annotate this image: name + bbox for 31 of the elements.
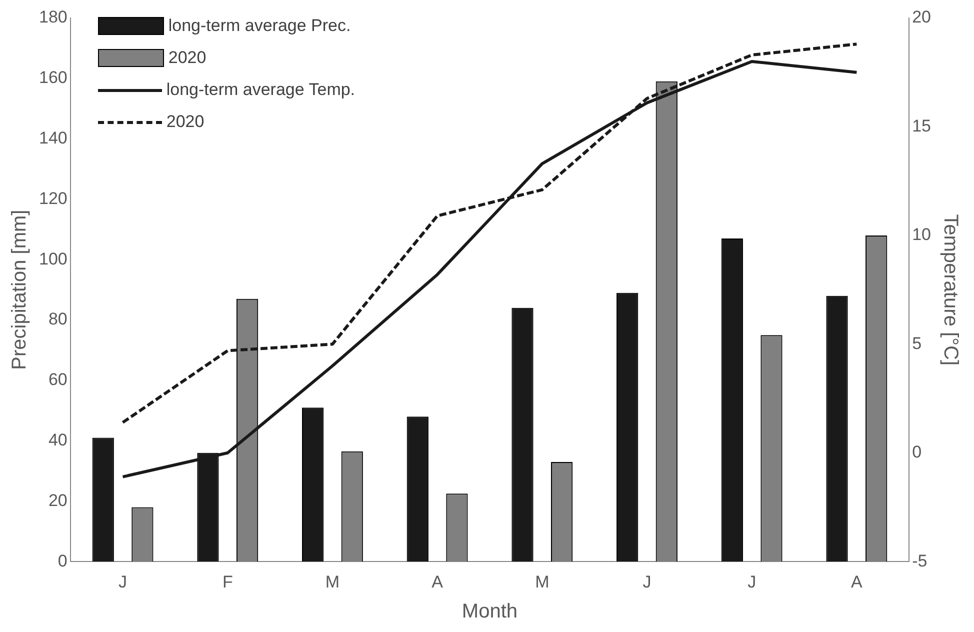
y2-tick-label: 15 [912,116,932,136]
y-tick-label: 120 [38,188,68,208]
x-axis-title: Month [462,600,518,623]
y-tick-label: 60 [48,370,68,390]
y-tick-label: 100 [38,249,68,268]
x-tick-label: M [325,572,340,592]
y-tick-label: 180 [38,8,68,27]
x-tick-label: J [748,572,756,592]
legend-label: 2020 [166,112,204,132]
x-tick-label: A [851,572,863,592]
legend-label: 2020 [168,48,206,68]
x-tick-label: F [222,572,233,592]
y-tick-label: 160 [38,68,68,88]
y-tick-label: 20 [48,490,68,510]
y-axis-title: Precipitation [mm] [8,210,31,370]
y2-axis-title: Temperature [°C] [939,214,962,366]
y2-tick-label: 20 [912,8,932,27]
y2-tick-label: 10 [912,225,932,244]
y-tick-label: 40 [48,430,68,450]
y2-tick-label: 5 [912,334,922,353]
y-tick-label: 0 [58,551,68,570]
x-tick-label: M [535,572,550,592]
y2-tick-label: -5 [912,551,928,570]
legend-label: long-term average Temp. [166,80,356,100]
y-tick-label: 140 [38,128,68,148]
y2-tick-label: 0 [912,442,922,462]
x-tick-label: A [432,572,444,592]
x-tick-label: J [642,572,652,592]
legend-label: long-term average Prec. [168,16,351,36]
y-tick-label: 80 [48,310,68,329]
x-tick-label: J [118,572,128,592]
